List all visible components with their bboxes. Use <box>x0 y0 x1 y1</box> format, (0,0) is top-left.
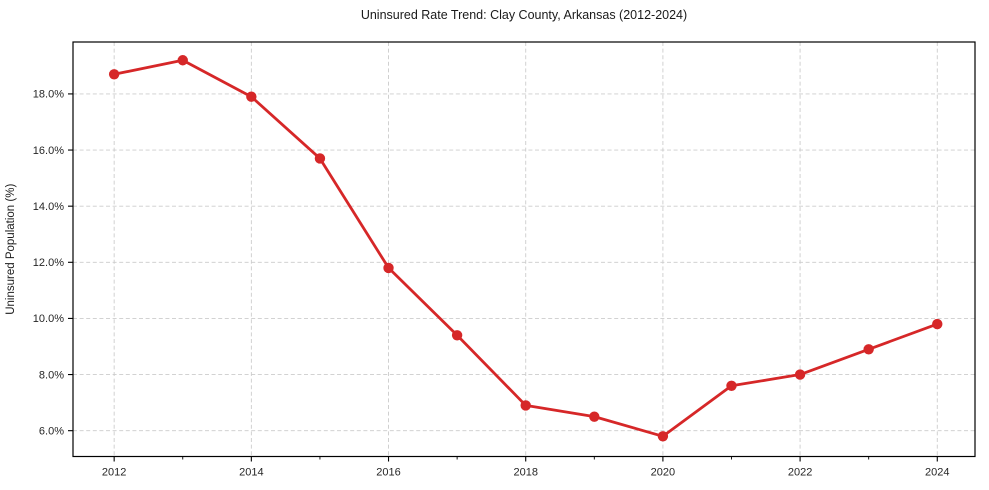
x-tick-label: 2024 <box>925 467 949 479</box>
data-point <box>863 344 874 355</box>
y-tick-label: 12.0% <box>33 257 64 269</box>
x-tick-label: 2018 <box>513 467 537 479</box>
y-tick-label: 8.0% <box>39 369 64 381</box>
y-tick-label: 14.0% <box>33 201 64 213</box>
data-point <box>794 369 806 380</box>
data-point <box>451 330 463 341</box>
x-tick-label: 2014 <box>239 467 263 479</box>
data-point <box>108 69 120 80</box>
data-point <box>177 55 188 66</box>
x-tick-label: 2020 <box>651 467 675 479</box>
data-point <box>932 318 943 330</box>
data-point <box>726 380 737 391</box>
y-tick-label: 10.0% <box>33 313 64 325</box>
y-tick-label: 18.0% <box>33 89 64 101</box>
x-tick-label: 2022 <box>788 467 812 479</box>
y-tick-label: 16.0% <box>33 145 64 157</box>
gridlines <box>73 42 975 457</box>
data-points <box>108 55 943 442</box>
y-axis: 6.0% 8.0% 10.0% 12.0% 14.0% 16.0% 18.0% <box>33 89 73 437</box>
data-point <box>314 153 326 164</box>
data-point <box>657 431 669 442</box>
x-tick-label: 2012 <box>102 467 126 479</box>
data-point <box>246 91 257 102</box>
data-point <box>520 400 531 411</box>
data-point <box>589 411 600 422</box>
chart-title: Uninsured Rate Trend: Clay County, Arkan… <box>360 8 688 22</box>
plot-border <box>72 41 976 458</box>
y-tick-label: 6.0% <box>39 425 64 437</box>
data-point <box>383 262 394 274</box>
x-tick-label: 2016 <box>376 467 400 479</box>
x-axis: 2012 2014 2016 2018 2020 2022 2024 <box>102 456 950 479</box>
y-axis-label: Uninsured Population (%) <box>5 184 17 315</box>
